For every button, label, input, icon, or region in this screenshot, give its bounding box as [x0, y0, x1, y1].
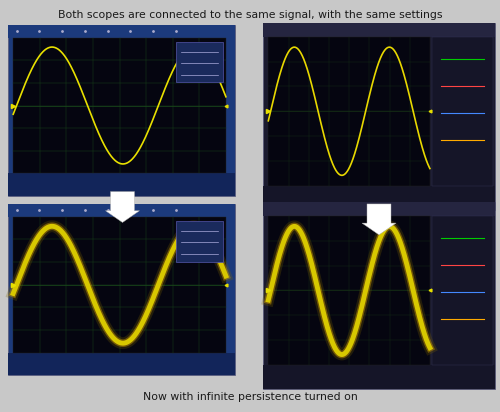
- FancyArrow shape: [106, 192, 140, 222]
- Bar: [262, 202, 495, 216]
- Text: Now with infinite persistence turned on: Now with infinite persistence turned on: [142, 392, 358, 402]
- Bar: [8, 173, 235, 196]
- Bar: [262, 23, 495, 37]
- Bar: [176, 42, 222, 82]
- FancyArrow shape: [362, 204, 396, 235]
- Bar: [13, 37, 226, 173]
- Bar: [432, 216, 492, 365]
- Bar: [8, 25, 235, 196]
- Bar: [176, 221, 222, 262]
- Bar: [262, 365, 495, 389]
- Bar: [8, 204, 235, 375]
- Bar: [8, 25, 235, 37]
- Bar: [262, 23, 495, 210]
- Bar: [432, 37, 492, 186]
- Bar: [268, 216, 430, 365]
- Bar: [8, 353, 235, 375]
- Bar: [13, 217, 226, 353]
- Text: Both scopes are connected to the same signal, with the same settings: Both scopes are connected to the same si…: [58, 10, 442, 20]
- Bar: [262, 186, 495, 210]
- Bar: [268, 37, 430, 186]
- Bar: [8, 204, 235, 217]
- Bar: [262, 202, 495, 389]
